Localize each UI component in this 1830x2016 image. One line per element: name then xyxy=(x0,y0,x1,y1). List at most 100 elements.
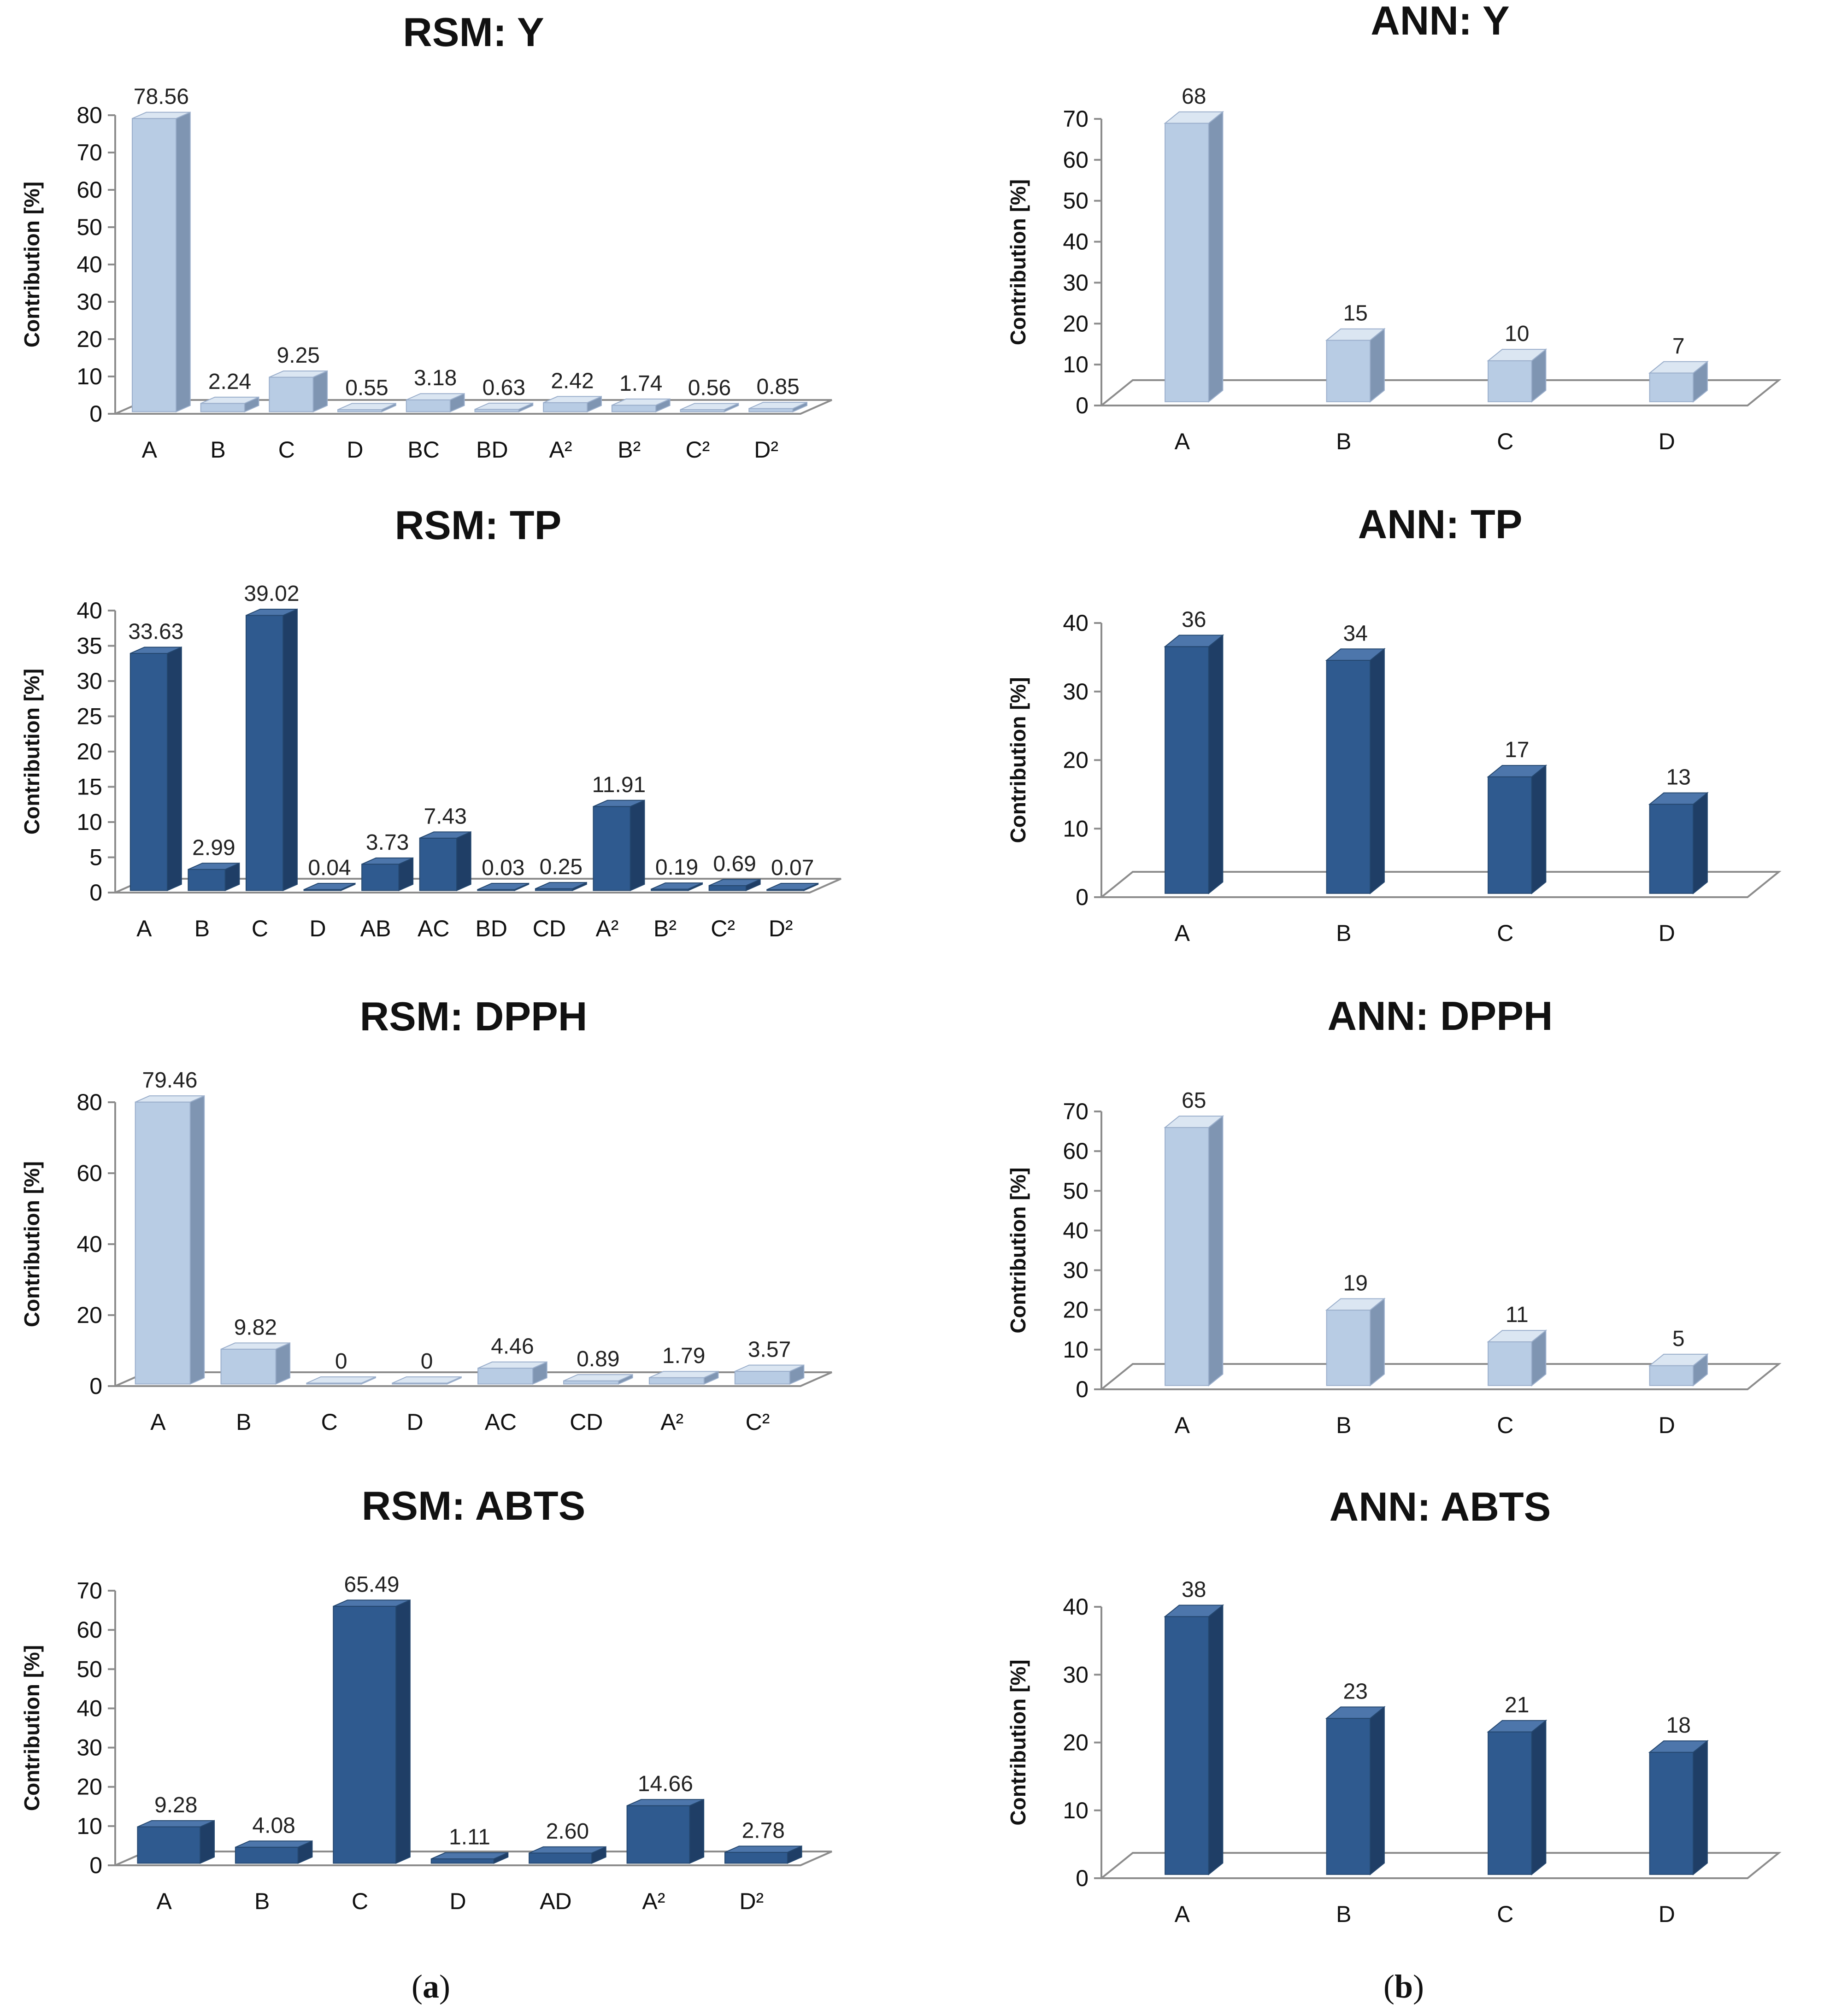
bar-side xyxy=(282,608,298,892)
data-label: 0.07 xyxy=(771,856,814,880)
bar-front xyxy=(1488,1341,1532,1386)
chart-title: ANN: DPPH xyxy=(1328,993,1553,1039)
bar-top xyxy=(1164,1116,1224,1128)
y-tick-label: 70 xyxy=(1063,106,1089,132)
y-tick-label: 10 xyxy=(76,1813,102,1839)
y-tick-label: 60 xyxy=(76,1160,102,1186)
y-tick-label: 0 xyxy=(1076,1865,1089,1891)
bar-top xyxy=(475,402,533,410)
x-tick-label: D xyxy=(309,916,326,941)
chart-title: ANN: TP xyxy=(1358,501,1523,547)
bar-top xyxy=(1487,1720,1548,1733)
floor-plane xyxy=(1099,871,1782,898)
y-tick-label: 70 xyxy=(76,140,102,165)
y-tick-label: 20 xyxy=(1063,311,1089,336)
y-tick-label: 20 xyxy=(1063,747,1089,773)
y-tick-label: 40 xyxy=(1063,1217,1089,1243)
bar-front xyxy=(1488,1731,1532,1875)
data-label: 68 xyxy=(1182,84,1206,109)
chart-ann-tp: ANN: TP Contribution [%] 0 10 20 30 40 36 A 34 B 17… xyxy=(1006,501,1782,946)
data-label: 79.46 xyxy=(142,1068,197,1093)
bar-top xyxy=(1164,1605,1224,1617)
data-label: 14.66 xyxy=(638,1772,693,1796)
y-tick-label: 30 xyxy=(76,1735,102,1761)
bar-top xyxy=(477,883,529,890)
bar-front xyxy=(543,402,588,412)
bar-top xyxy=(477,1361,547,1369)
bar-top xyxy=(1487,765,1548,777)
bar-top xyxy=(709,879,761,886)
bar-top xyxy=(246,608,298,616)
bar-top xyxy=(1325,648,1386,661)
x-tick-label: AB xyxy=(360,916,391,941)
bar-front xyxy=(1165,123,1209,402)
data-label: 9.82 xyxy=(234,1315,277,1340)
chart-ann-dpph: ANN: DPPH Contribution [%] 0 10 20 30 40 50 60 70… xyxy=(1006,993,1782,1438)
x-tick-label: A xyxy=(150,1409,166,1435)
y-tick-label: 20 xyxy=(76,326,102,352)
data-label: 34 xyxy=(1343,621,1368,646)
x-tick-label: AC xyxy=(485,1409,517,1435)
data-label: 2.78 xyxy=(742,1818,785,1843)
bar-front xyxy=(188,869,226,891)
bar-top xyxy=(200,396,259,404)
bar-top xyxy=(221,1342,290,1350)
x-tick-label: C xyxy=(1497,1412,1513,1438)
y-axis-label: Contribution [%] xyxy=(1006,677,1030,843)
data-label: 2.60 xyxy=(546,1819,589,1844)
y-tick-label: 40 xyxy=(1063,1594,1089,1620)
y-tick-label: 50 xyxy=(76,214,102,240)
x-tick-label: C xyxy=(278,437,295,463)
y-tick-label: 50 xyxy=(76,1656,102,1682)
bar-front xyxy=(406,399,451,412)
x-tick-label: C² xyxy=(711,916,735,941)
data-label: 9.28 xyxy=(154,1793,197,1817)
x-tick-label: B xyxy=(254,1888,270,1914)
chart-rsm-dpph: RSM: DPPH Contribution [%] 0 20 40 60 80 79.46 A… xyxy=(20,993,832,1435)
x-tick-label: B xyxy=(210,437,225,463)
data-label: 1.79 xyxy=(662,1344,705,1368)
bar-top xyxy=(612,398,671,406)
bar-top xyxy=(392,1376,462,1384)
data-label: 13 xyxy=(1666,765,1691,790)
bar-front xyxy=(245,615,284,891)
bar-side xyxy=(1208,634,1224,894)
x-tick-label: AD xyxy=(540,1888,571,1914)
bar-front xyxy=(708,885,747,891)
y-tick-label: 80 xyxy=(76,1089,102,1115)
bar-top xyxy=(1648,1353,1709,1366)
y-axis-label: Contribution [%] xyxy=(20,182,44,347)
bar-top xyxy=(135,1095,205,1103)
chart-title: RSM: Y xyxy=(403,9,544,55)
data-label: 4.46 xyxy=(491,1334,534,1359)
bar-front xyxy=(1326,1718,1371,1875)
x-tick-label: D xyxy=(1659,1901,1675,1927)
bar-top xyxy=(130,647,182,654)
bar-top xyxy=(419,831,471,839)
y-tick-label: 40 xyxy=(76,598,102,623)
x-tick-label: A xyxy=(142,437,158,463)
bar-front xyxy=(1326,1310,1371,1386)
data-label: 0.69 xyxy=(713,852,756,876)
bar-front xyxy=(430,1858,494,1864)
x-tick-label: D xyxy=(1659,429,1675,454)
x-tick-label: C xyxy=(252,916,268,941)
y-tick-label: 10 xyxy=(1063,816,1089,841)
data-label: 3.57 xyxy=(748,1338,791,1362)
bar-front xyxy=(129,652,168,891)
x-tick-label: D² xyxy=(769,916,793,941)
bar-front xyxy=(563,1380,619,1385)
data-label: 0.63 xyxy=(483,376,525,400)
y-tick-label: 10 xyxy=(76,809,102,835)
bar-side xyxy=(1693,792,1708,894)
bar-front xyxy=(1649,372,1694,402)
x-tick-label: A xyxy=(157,1888,172,1914)
floor-plane xyxy=(1099,379,1782,406)
panel-label-a: (a) xyxy=(412,1968,450,2005)
bar-front xyxy=(269,376,314,412)
bar-top xyxy=(735,1364,804,1372)
x-tick-label: B xyxy=(1336,429,1351,454)
y-tick-label: 10 xyxy=(1063,352,1089,377)
x-tick-label: C² xyxy=(746,1409,770,1435)
y-axis-label: Contribution [%] xyxy=(20,1645,44,1811)
